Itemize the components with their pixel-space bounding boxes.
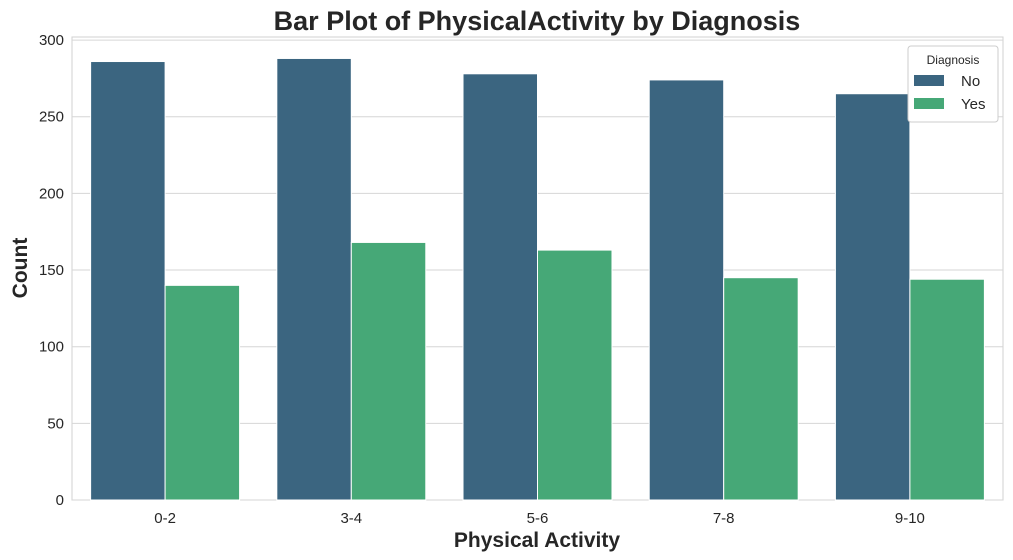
legend-label-no: No (961, 73, 980, 90)
x-axis-label: Physical Activity (454, 529, 620, 552)
x-tick-label: 0-2 (154, 510, 176, 527)
bars (90, 57, 985, 501)
y-tick-label: 250 (39, 109, 64, 126)
bar-yes-7-8 (723, 277, 799, 501)
bar-yes-9-10 (909, 278, 985, 501)
legend-swatch-no (914, 75, 944, 86)
y-tick-label: 100 (39, 339, 64, 356)
y-tick-label: 0 (56, 492, 64, 509)
legend-label-yes: Yes (961, 96, 985, 113)
bar-no-7-8 (648, 79, 725, 501)
x-tick-label: 9-10 (895, 510, 925, 527)
y-tick-label: 50 (47, 415, 64, 432)
x-tick-labels: 0-2 3-4 5-6 7-8 9-10 (154, 510, 925, 527)
y-tick-label: 200 (39, 185, 64, 202)
legend-title: Diagnosis (927, 53, 980, 67)
bar-no-9-10 (834, 93, 911, 501)
x-tick-label: 3-4 (340, 510, 362, 527)
bar-yes-3-4 (350, 241, 427, 501)
bar-yes-0-2 (164, 284, 241, 501)
y-tick-labels: 0 50 100 150 200 250 300 (39, 32, 64, 509)
y-axis-label: Count (9, 238, 32, 299)
x-tick-label: 5-6 (527, 510, 549, 527)
legend: Diagnosis No Yes (907, 45, 999, 123)
bar-no-0-2 (90, 61, 166, 501)
y-tick-label: 150 (39, 262, 64, 279)
bar-no-5-6 (462, 73, 538, 501)
legend-swatch-yes (914, 98, 944, 109)
chart-title: Bar Plot of PhysicalActivity by Diagnosi… (274, 6, 801, 36)
bar-yes-5-6 (537, 249, 613, 501)
x-tick-label: 7-8 (713, 510, 735, 527)
y-tick-label: 300 (39, 32, 64, 49)
bar-no-3-4 (276, 57, 352, 501)
